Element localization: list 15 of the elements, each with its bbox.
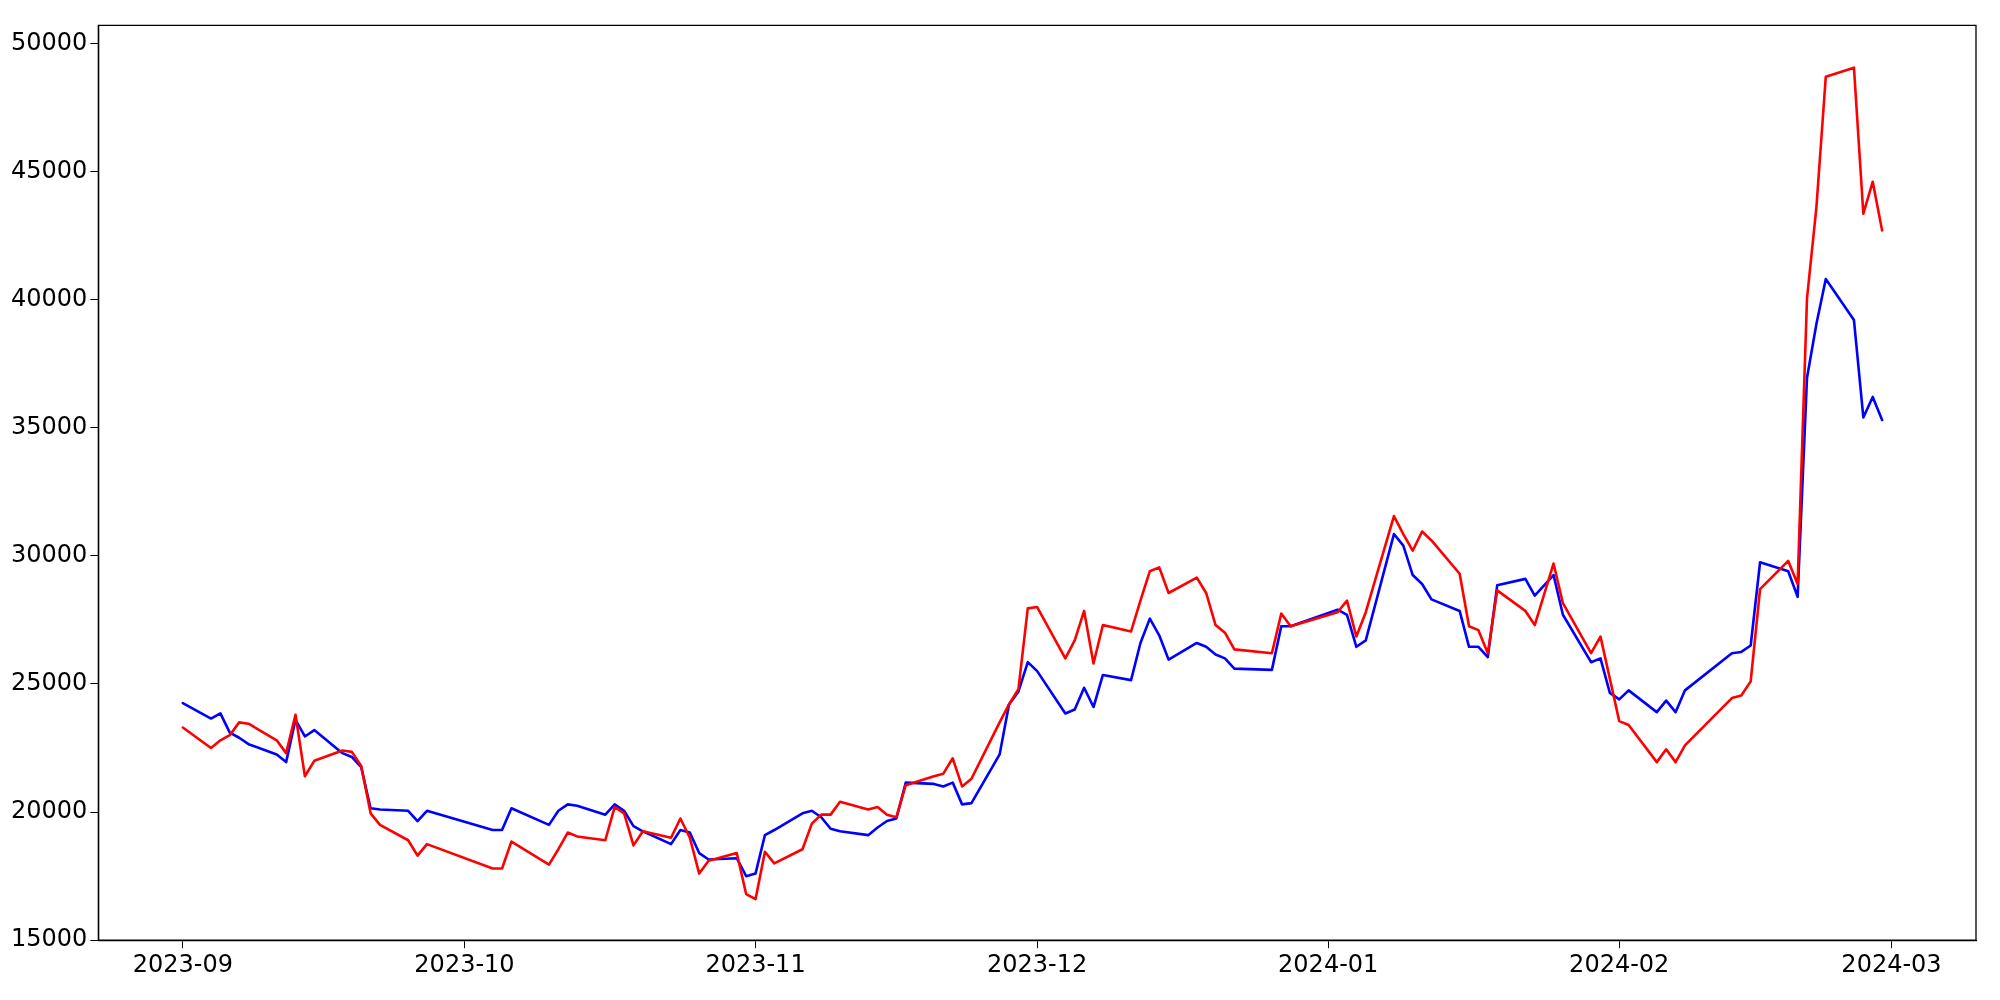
y-tick-label: 40000 xyxy=(10,283,88,312)
x-tick-label: 2023-09 xyxy=(132,949,233,978)
y-tick-label: 50000 xyxy=(10,27,88,56)
x-tick-label: 2023-11 xyxy=(705,949,806,978)
y-tick-label: 35000 xyxy=(10,411,88,440)
y-tick-label: 45000 xyxy=(10,155,88,184)
y-tick-label: 30000 xyxy=(10,540,88,569)
x-tick-label: 2024-03 xyxy=(1841,949,1942,978)
x-tick-label: 2023-12 xyxy=(987,949,1088,978)
y-tick-label: 15000 xyxy=(10,924,88,953)
x-tick-label: 2023-10 xyxy=(414,949,515,978)
x-tick-label: 2024-01 xyxy=(1278,949,1379,978)
x-tick-label: 2024-02 xyxy=(1569,949,1670,978)
y-tick-label: 20000 xyxy=(10,796,88,825)
y-tick-label: 25000 xyxy=(10,668,88,697)
